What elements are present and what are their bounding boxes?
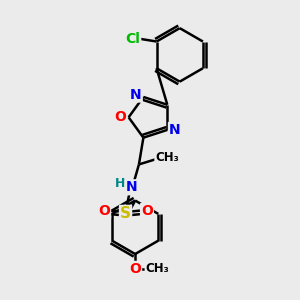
Text: O: O (98, 204, 110, 218)
Text: S: S (120, 206, 131, 221)
Text: H: H (115, 177, 126, 190)
Text: O: O (129, 262, 141, 276)
Text: N: N (169, 123, 181, 137)
Text: CH₃: CH₃ (155, 151, 179, 164)
Text: N: N (130, 88, 142, 102)
Text: Cl: Cl (125, 32, 140, 46)
Text: O: O (114, 110, 126, 124)
Text: O: O (141, 204, 153, 218)
Text: N: N (126, 180, 137, 194)
Text: CH₃: CH₃ (146, 262, 169, 275)
